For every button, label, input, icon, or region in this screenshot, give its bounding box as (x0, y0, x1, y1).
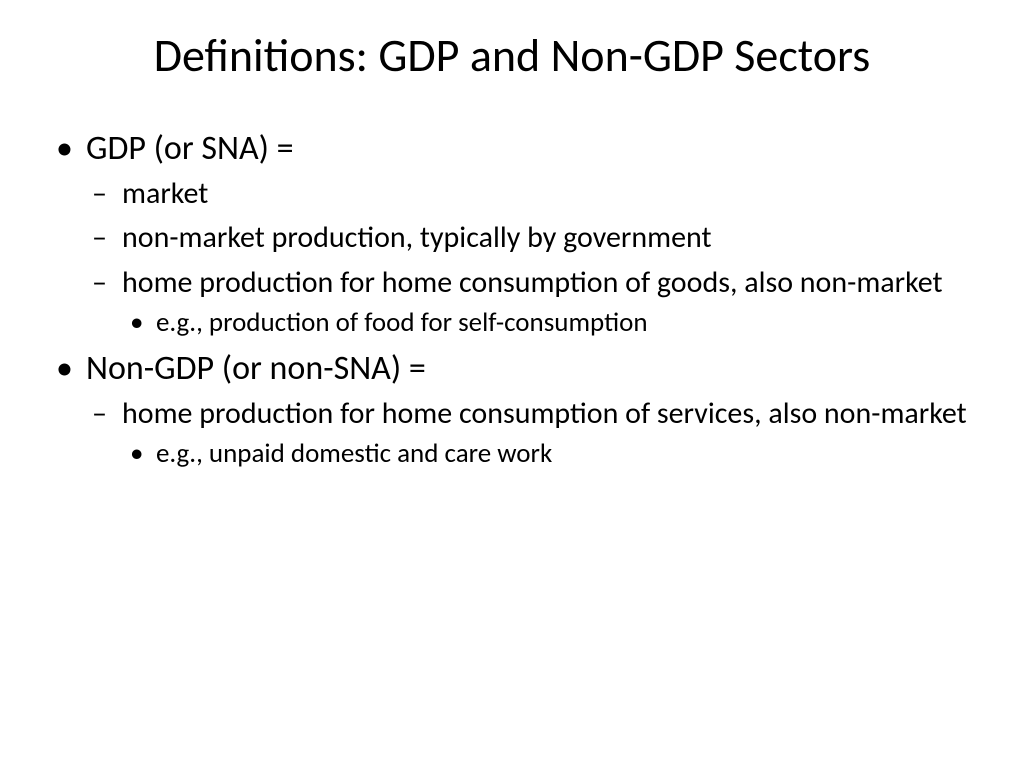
bullet-sublist: home production for home consumption of … (86, 394, 976, 473)
bullet-text: Non-GDP (or non-SNA) = (86, 348, 426, 389)
bullet-level2: home production for home consumption of … (86, 263, 976, 342)
bullet-text: home production for home consumption of … (122, 395, 967, 432)
bullet-sublist: e.g., unpaid domestic and care work (122, 436, 976, 472)
bullet-text: e.g., production of food for self-consum… (156, 306, 648, 339)
bullet-level2: market (86, 174, 976, 215)
bullet-level2: non-market production, typically by gove… (86, 218, 976, 259)
slide-title: Definitions: GDP and Non-GDP Sectors (48, 28, 976, 84)
bullet-text: non-market production, typically by gove… (122, 219, 712, 256)
bullet-level3: e.g., production of food for self-consum… (122, 305, 976, 341)
bullet-level3: e.g., unpaid domestic and care work (122, 436, 976, 472)
bullet-text: GDP (or SNA) = (86, 128, 294, 169)
bullet-text: market (122, 175, 208, 212)
bullet-sublist: market non-market production, typically … (86, 174, 976, 342)
bullet-list: GDP (or SNA) = market non-market product… (48, 126, 976, 473)
bullet-text: e.g., unpaid domestic and care work (156, 437, 552, 470)
bullet-level2: home production for home consumption of … (86, 394, 976, 473)
bullet-text: home production for home consumption of … (122, 264, 943, 301)
bullet-level1: GDP (or SNA) = market non-market product… (48, 126, 976, 342)
bullet-sublist: e.g., production of food for self-consum… (122, 305, 976, 341)
slide: Definitions: GDP and Non-GDP Sectors GDP… (0, 0, 1024, 768)
bullet-level1: Non-GDP (or non-SNA) = home production f… (48, 346, 976, 473)
